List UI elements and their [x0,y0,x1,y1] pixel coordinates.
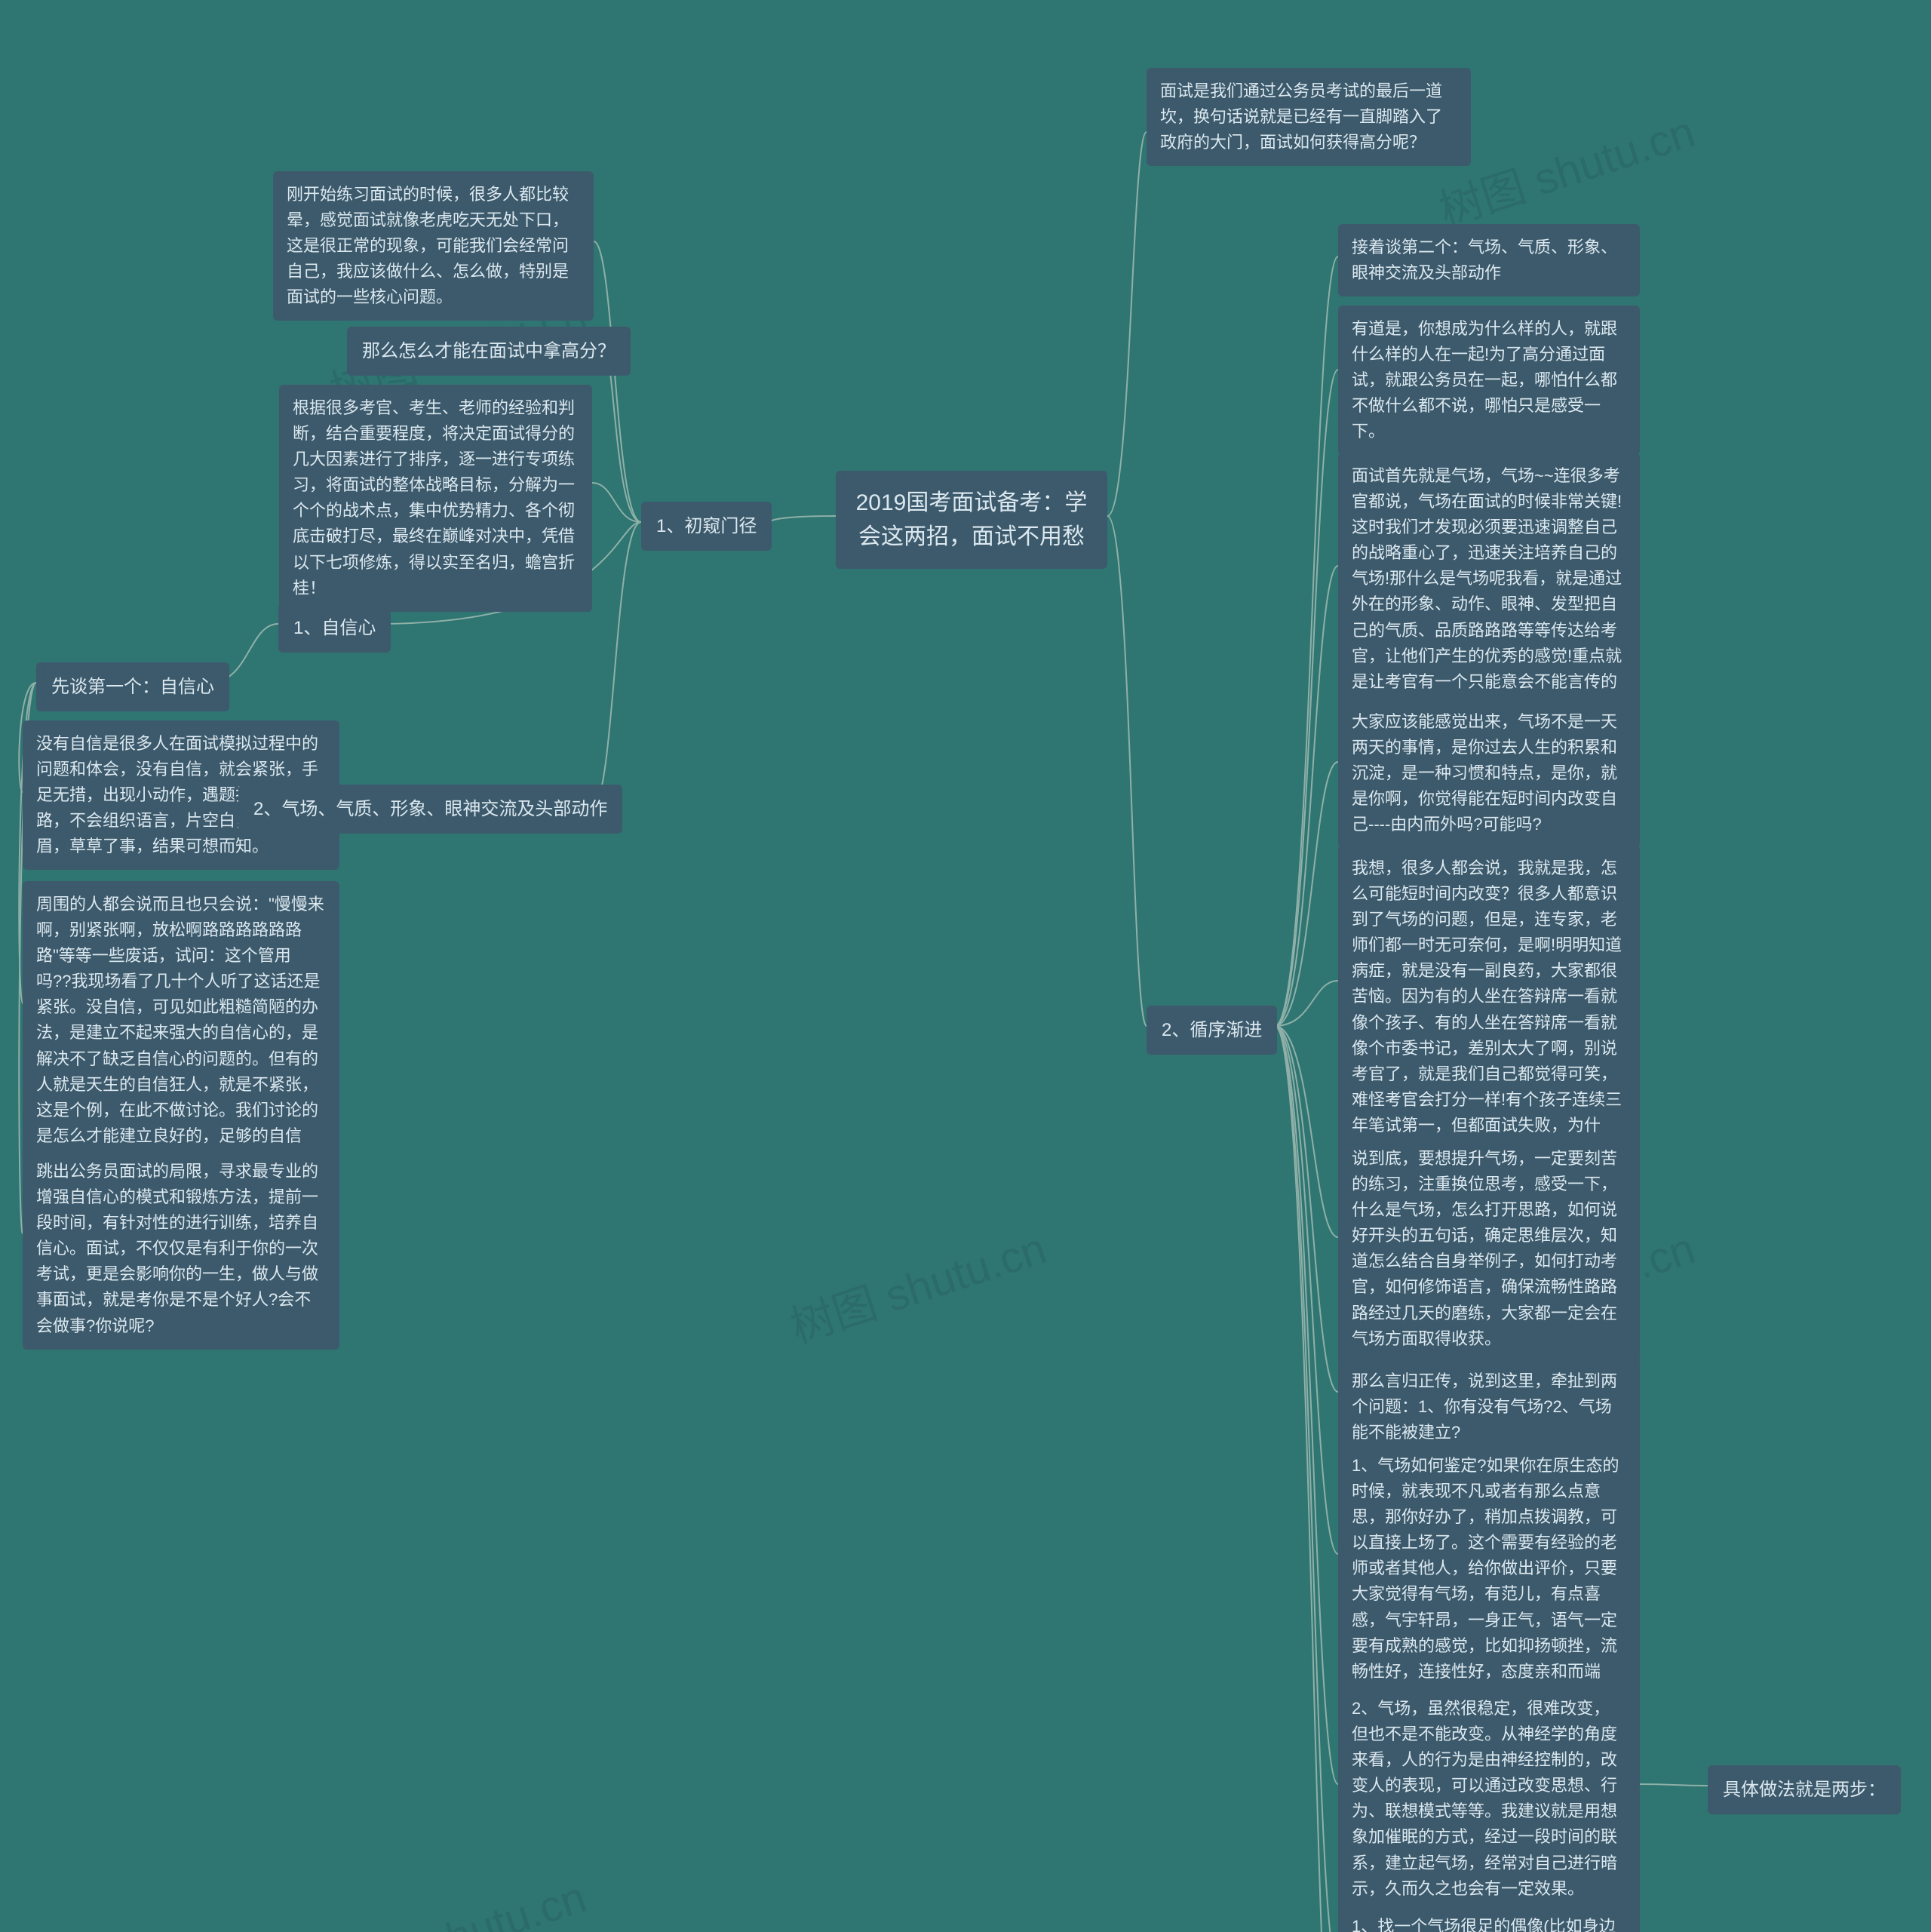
b1-sub1-label[interactable]: 1、自信心 [278,604,391,653]
connector-path [1275,762,1338,1026]
connector-path [1640,1784,1708,1786]
b1-sub1a-child[interactable]: 周围的人都会说而且也只会说："慢慢来啊，别紧张啊，放松啊路路路路路路路"等等一些… [23,881,339,1185]
b2-child[interactable]: 接着谈第二个：气场、气质、形象、眼神交流及头部动作 [1338,224,1640,296]
b2-child[interactable]: 说到底，要想提升气场，一定要刻苦的练习，注重换位思考，感受一下，什么是气场，怎么… [1338,1135,1640,1362]
connector-path [1275,1026,1338,1392]
branch1-label[interactable]: 1、初窥门径 [641,502,772,551]
b1-sub1a-label[interactable]: 先谈第一个：自信心 [36,662,229,711]
intro-node[interactable]: 面试是我们通过公务员考试的最后一道坎，换句话说就是已经有一直脚踏入了政府的大门，… [1147,68,1471,166]
watermark: 树图 shutu.cn [321,1862,593,1932]
b2-child[interactable]: 那么言归正传，说到这里，牵扯到两个问题：1、你有没有气场?2、气场能不能被建立? [1338,1358,1640,1456]
branch2-label[interactable]: 2、循序渐进 [1147,1006,1277,1055]
connector-path [1275,1026,1338,1784]
center-node[interactable]: 2019国考面试备考：学会这两招，面试不用愁 [836,471,1107,569]
b1-child[interactable]: 根据很多考官、考生、老师的经验和判断，结合重要程度，将决定面试得分的几大因素进行… [279,385,592,612]
connector-path [592,483,641,522]
b2-child9a[interactable]: 具体做法就是两步： [1708,1765,1901,1814]
connector-path [1107,132,1147,516]
b2-child[interactable]: 面试首先就是气场，气场~~连很多考官都说，气场在面试的时候非常关键!这时我们才发… [1338,453,1640,731]
connector-path [1275,370,1338,1026]
b1-child[interactable]: 那么怎么才能在面试中拿高分？ [347,327,631,376]
connector-path [1275,1026,1338,1237]
connector-path [593,522,641,805]
connector-path [1275,256,1338,1026]
watermark: 树图 shutu.cn [781,1213,1053,1355]
connector-path [1275,1026,1338,1932]
connector-path [1275,1026,1338,1932]
b1-sub2[interactable]: 2、气场、气质、形象、眼神交流及头部动作 [238,785,622,834]
connector-path [1107,516,1147,1026]
b2-child[interactable]: 2、气场，虽然很稳定，很难改变，但也不是不能改变。从神经学的角度来看，人的行为是… [1338,1685,1640,1912]
connector-path [594,241,641,522]
b1-child[interactable]: 刚开始练习面试的时候，很多人都比较晕，感觉面试就像老虎吃天无处下口，这是很正常的… [273,171,594,321]
connector-path [1275,566,1338,1026]
b2-child[interactable]: 大家应该能感觉出来，气场不是一天两天的事情，是你过去人生的积累和沉淀，是一种习惯… [1338,699,1640,848]
b2-child[interactable]: 有道是，你想成为什么样的人，就跟什么样的人在一起!为了高分通过面试，就跟公务员在… [1338,306,1640,455]
b2-child[interactable]: 1、找一个气场很足的偶像(比如身边的公务员、政府官员、考官、影视作品中的明星~~… [1338,1903,1640,1932]
connector-path [769,516,836,522]
b1-sub1a-child[interactable]: 跳出公务员面试的局限，寻求最专业的增强自信心的模式和锻炼方法，提前一段时间，有针… [23,1148,339,1350]
connector-path [1275,1026,1338,1554]
connector-path [1275,981,1338,1026]
b2-child[interactable]: 1、气场如何鉴定?如果你在原生态的时候，就表现不凡或者有那么点意思，那你好办了，… [1338,1442,1640,1721]
